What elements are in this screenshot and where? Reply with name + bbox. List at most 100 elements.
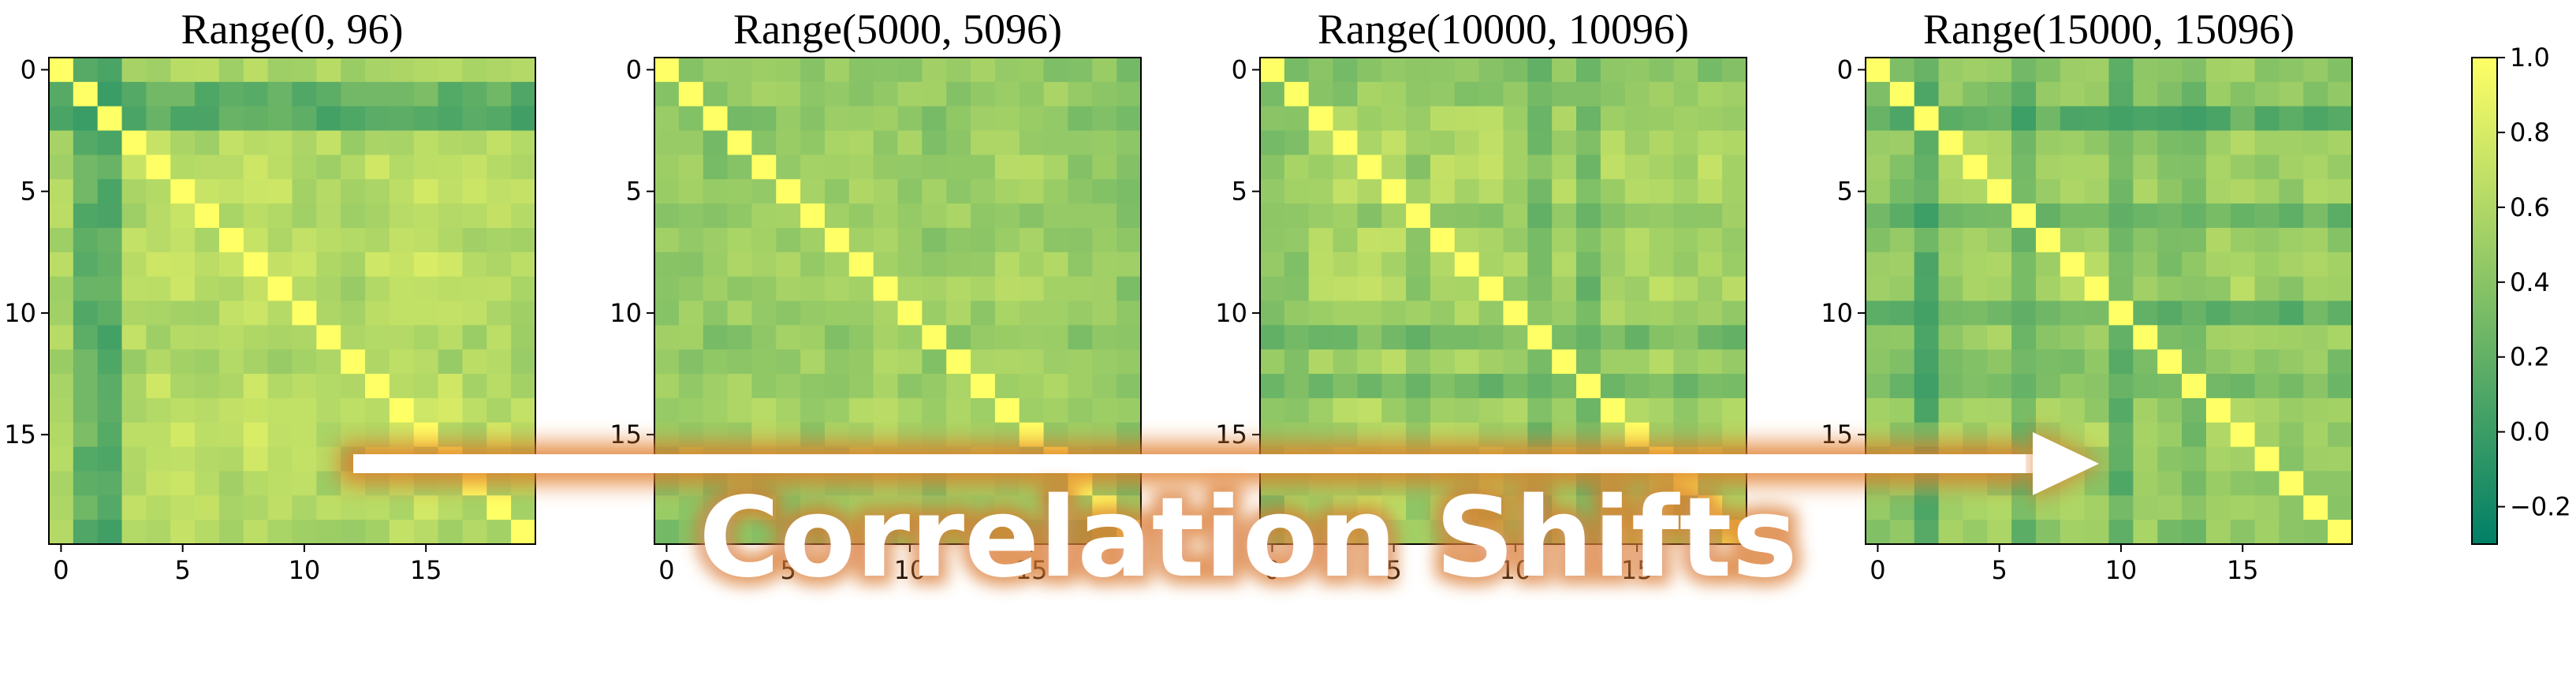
heatmap-cell: [1552, 155, 1577, 180]
heatmap-cell: [2108, 81, 2134, 107]
heatmap-cell: [678, 397, 704, 423]
heatmap-cell: [2157, 179, 2183, 204]
heatmap-cell: [1308, 179, 1334, 204]
heatmap-cell: [2328, 58, 2353, 83]
heatmap-cell: [49, 252, 74, 278]
heatmap-cell: [1889, 397, 1915, 423]
heatmap-cell: [1454, 58, 1480, 83]
heatmap-cell: [1019, 495, 1045, 520]
heatmap-cell: [2254, 325, 2280, 350]
heatmap-cell: [1527, 58, 1553, 83]
heatmap-cell: [1624, 155, 1650, 180]
heatmap-cell: [1673, 155, 1698, 180]
heatmap-cell: [121, 58, 147, 83]
heatmap-cell: [1963, 203, 1988, 229]
heatmap-cell: [267, 325, 293, 350]
heatmap-cell: [413, 300, 439, 326]
heatmap-cell: [2254, 300, 2280, 326]
heatmap-cell: [1722, 81, 1747, 107]
heatmap-cell: [1117, 349, 1142, 375]
heatmap-cell: [751, 495, 777, 520]
heatmap-cell: [365, 276, 390, 302]
heatmap-cell: [1866, 155, 1891, 180]
heatmap-cell: [971, 422, 996, 448]
heatmap-cell: [365, 179, 390, 204]
heatmap-cell: [438, 179, 464, 204]
heatmap-cell: [2060, 203, 2086, 229]
heatmap-cell: [511, 374, 536, 399]
heatmap-cell: [2157, 58, 2183, 83]
heatmap-cell: [218, 252, 244, 278]
heatmap-cell: [1043, 520, 1069, 545]
heatmap-cell: [1381, 300, 1407, 326]
heatmap-cell: [897, 349, 923, 375]
heatmap-cell: [1624, 227, 1650, 253]
heatmap-cell: [413, 58, 439, 83]
heatmap-cell: [2205, 276, 2231, 302]
heatmap-cell: [267, 106, 293, 132]
heatmap-cell: [2279, 81, 2304, 107]
heatmap-cell: [1308, 422, 1334, 448]
heatmap-cell: [438, 397, 464, 423]
heatmap-cell: [1333, 520, 1358, 545]
heatmap-cell: [2108, 495, 2134, 520]
heatmap-cell: [1043, 422, 1069, 448]
heatmap-cell: [2254, 471, 2280, 496]
y-tick-label: 5: [21, 177, 36, 207]
heatmap-cell: [2279, 179, 2304, 204]
heatmap-cell: [1722, 276, 1747, 302]
heatmap-cell: [2108, 130, 2134, 155]
heatmap-cell: [146, 203, 171, 229]
heatmap-cell: [2084, 422, 2110, 448]
heatmap-cell: [121, 155, 147, 180]
heatmap-cell: [2328, 81, 2353, 107]
heatmap-cell: [2011, 325, 2037, 350]
heatmap-cell: [73, 106, 99, 132]
heatmap-cell: [486, 520, 512, 545]
heatmap-cell: [824, 252, 850, 278]
heatmap-cell: [1478, 252, 1504, 278]
heatmap-cell: [776, 203, 801, 229]
heatmap-cell: [511, 300, 536, 326]
heatmap-cell: [1333, 276, 1358, 302]
colorbar: 1.00.80.60.40.20.0−0.2: [2471, 43, 2571, 545]
heatmap-cell: [1673, 422, 1698, 448]
heatmap-cell: [1987, 520, 2012, 545]
heatmap-cell: [678, 520, 704, 545]
heatmap-cell: [146, 106, 171, 132]
heatmap-cell: [727, 252, 752, 278]
heatmap-cell: [1092, 252, 1117, 278]
heatmap-cell: [1914, 203, 1940, 229]
heatmap-cell: [1117, 495, 1142, 520]
heatmap-cell: [1260, 520, 1285, 545]
heatmap-cell: [1503, 300, 1528, 326]
heatmap-cell: [2035, 155, 2061, 180]
heatmap-cell: [1938, 349, 1963, 375]
heatmap-cell: [1019, 81, 1045, 107]
heatmap-cell: [2230, 276, 2256, 302]
heatmap-cell: [1722, 252, 1747, 278]
heatmap-cell: [389, 276, 415, 302]
heatmap-cell: [1019, 155, 1045, 180]
heatmap-cell: [824, 422, 850, 448]
heatmap-cell: [218, 325, 244, 350]
heatmap-cell: [971, 520, 996, 545]
heatmap-cell: [1866, 495, 1891, 520]
heatmap-cell: [462, 300, 487, 326]
heatmap-cell: [873, 495, 899, 520]
heatmap-cell: [511, 349, 536, 375]
heatmap-cell: [1503, 374, 1528, 399]
heatmap-cell: [389, 325, 415, 350]
heatmap-cell: [2205, 58, 2231, 83]
heatmap-cell: [1987, 276, 2012, 302]
heatmap-cell: [1552, 81, 1577, 107]
heatmap-cell: [1938, 252, 1963, 278]
heatmap-cell: [2157, 300, 2183, 326]
heatmap-cell: [243, 300, 269, 326]
heatmap-cell: [73, 179, 99, 204]
heatmap-cell: [1649, 325, 1675, 350]
heatmap-cell: [316, 179, 341, 204]
heatmap-cell: [1866, 252, 1891, 278]
heatmap-cell: [2230, 81, 2256, 107]
heatmap-cell: [2108, 179, 2134, 204]
